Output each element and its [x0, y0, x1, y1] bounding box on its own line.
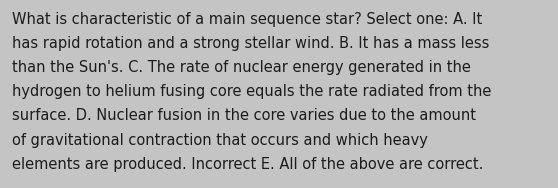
Text: of gravitational contraction that occurs and which heavy: of gravitational contraction that occurs…: [12, 133, 428, 148]
Text: surface. D. Nuclear fusion in the core varies due to the amount: surface. D. Nuclear fusion in the core v…: [12, 108, 477, 124]
Text: What is characteristic of a main sequence star? Select one: A. It: What is characteristic of a main sequenc…: [12, 12, 483, 27]
Text: elements are produced. Incorrect E. All of the above are correct.: elements are produced. Incorrect E. All …: [12, 157, 484, 172]
Text: hydrogen to helium fusing core equals the rate radiated from the: hydrogen to helium fusing core equals th…: [12, 84, 492, 99]
Text: has rapid rotation and a strong stellar wind. B. It has a mass less: has rapid rotation and a strong stellar …: [12, 36, 490, 51]
Text: than the Sun's. C. The rate of nuclear energy generated in the: than the Sun's. C. The rate of nuclear e…: [12, 60, 471, 75]
